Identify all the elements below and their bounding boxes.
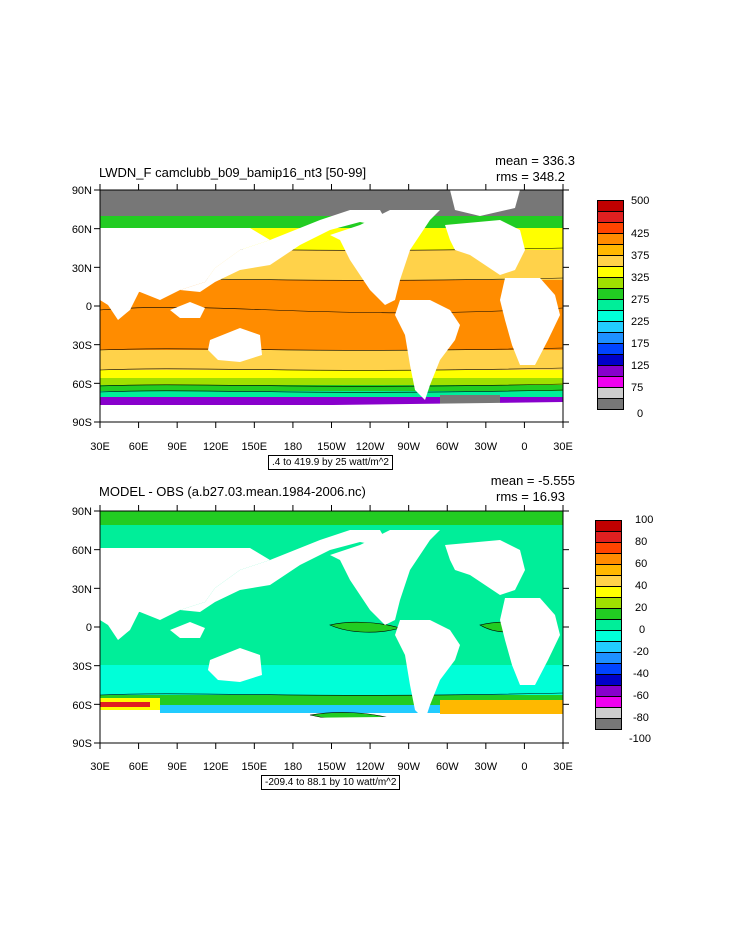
map-field <box>100 190 563 422</box>
lat-label: 90S <box>72 417 92 429</box>
colorbar-label: 175 <box>631 338 650 350</box>
lon-label: 60W <box>436 441 459 453</box>
lon-label: 30E <box>90 761 110 773</box>
colorbar-label: 325 <box>631 272 650 284</box>
map-plot: 90N 60N 30N 0 30S 60S 90S 30E 60E 90E 12… <box>72 184 573 453</box>
lon-label: 30E <box>553 441 573 453</box>
colorbar-swatch <box>595 718 622 730</box>
lon-label: 150W <box>317 761 346 773</box>
lon-label: 0 <box>521 441 527 453</box>
lat-label: 60N <box>72 224 92 236</box>
lon-label: 30E <box>553 761 573 773</box>
rms-stat: rms = 348.2 <box>495 169 565 184</box>
lon-label: 150E <box>241 441 267 453</box>
lon-label: 90W <box>397 441 420 453</box>
contour-range-box: -209.4 to 88.1 by 10 watt/m^2 <box>261 775 401 790</box>
lat-label: 60N <box>72 545 92 557</box>
lon-label: 90E <box>167 761 187 773</box>
colorbar-label: 0 <box>637 408 644 420</box>
contour-range-box: .4 to 419.9 by 25 watt/m^2 <box>268 455 393 470</box>
map-field <box>100 511 563 743</box>
plot-title: LWDN_F camclubb_b09_bamip16_nt3 [50-99] <box>99 165 367 180</box>
colorbar-label: 20 <box>635 602 648 614</box>
lon-label: 150E <box>241 761 267 773</box>
lat-label: 90N <box>72 506 92 518</box>
colorbar: 100 80 60 40 20 0 -20 -40 -60 -80 -100 <box>595 514 715 745</box>
rms-stat: rms = 16.93 <box>495 489 565 504</box>
lat-label: 0 <box>86 301 92 313</box>
lat-label: 90S <box>72 738 92 750</box>
mean-stat: mean = 336.3 <box>495 153 575 168</box>
colorbar-label: 125 <box>631 360 650 372</box>
colorbar-swatch <box>597 398 624 410</box>
lon-label: 150W <box>317 441 346 453</box>
lon-label: 30W <box>474 761 497 773</box>
lat-label: 0 <box>86 622 92 634</box>
lon-label: 120W <box>356 761 385 773</box>
colorbar-label: 225 <box>631 316 650 328</box>
lon-label: 30E <box>90 441 110 453</box>
colorbar-label: 60 <box>635 558 648 570</box>
lon-label: 120W <box>356 441 385 453</box>
panel-model-minus-obs: MODEL - OBS (a.b27.03.mean.1984-2006.nc)… <box>0 470 733 800</box>
colorbar-label: -20 <box>633 646 649 658</box>
panel-lwdn-f: LWDN_F camclubb_b09_bamip16_nt3 [50-99] … <box>0 150 733 475</box>
colorbar-label: -60 <box>633 690 649 702</box>
lon-label: 180 <box>284 761 302 773</box>
colorbar-label: 375 <box>631 250 650 262</box>
colorbar-label: 80 <box>635 536 648 548</box>
colorbar-label: 40 <box>635 580 648 592</box>
lon-label: 90W <box>397 761 420 773</box>
lon-label: 120E <box>203 441 229 453</box>
lat-label: 60S <box>72 379 92 391</box>
colorbar: 500 425 375 325 275 225 175 125 75 0 <box>597 195 717 420</box>
lat-label: 30S <box>72 661 92 673</box>
colorbar-label: 500 <box>631 195 650 207</box>
colorbar-label: -100 <box>629 733 652 745</box>
colorbar-label: 75 <box>631 382 644 394</box>
colorbar-label: 425 <box>631 228 650 240</box>
mean-stat: mean = -5.555 <box>490 473 575 488</box>
colorbar-label: 0 <box>639 624 646 636</box>
lat-label: 30N <box>72 584 92 596</box>
map-plot: 90N 60N 30N 0 30S 60S 90S 30E 60E 90E 12… <box>72 505 573 773</box>
lat-label: 30S <box>72 340 92 352</box>
lat-label: 30N <box>72 263 92 275</box>
lat-label: 90N <box>72 185 92 197</box>
lon-label: 60E <box>129 441 149 453</box>
lon-label: 60W <box>436 761 459 773</box>
plot-title: MODEL - OBS (a.b27.03.mean.1984-2006.nc) <box>99 484 366 499</box>
colorbar-label: -40 <box>633 668 649 680</box>
colorbar-label: 275 <box>631 294 650 306</box>
colorbar-label: -80 <box>633 712 649 724</box>
lon-label: 60E <box>129 761 149 773</box>
lat-label: 60S <box>72 700 92 712</box>
lon-label: 30W <box>474 441 497 453</box>
lon-label: 180 <box>284 441 302 453</box>
colorbar-label: 100 <box>635 514 654 526</box>
lon-label: 90E <box>167 441 187 453</box>
lon-label: 0 <box>521 761 527 773</box>
lon-label: 120E <box>203 761 229 773</box>
